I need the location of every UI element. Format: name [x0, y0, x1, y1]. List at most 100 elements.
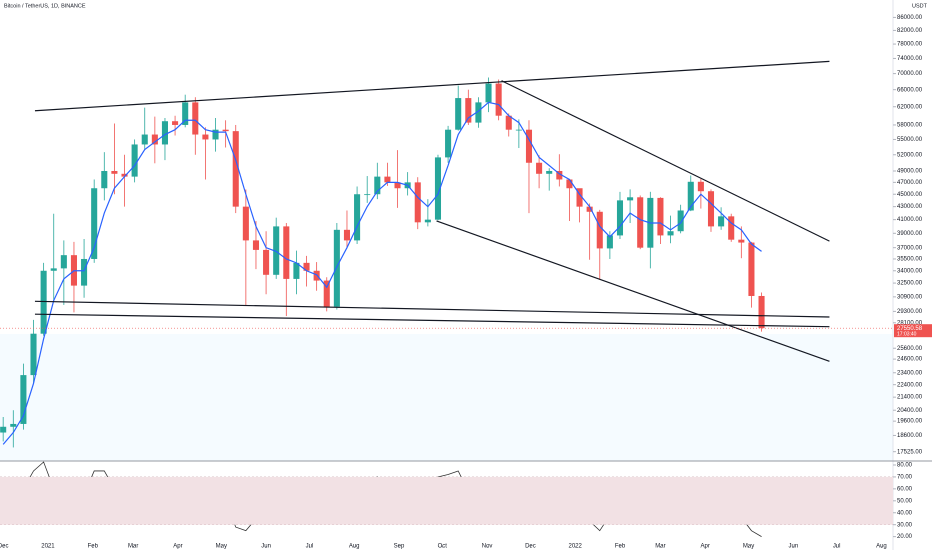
rsi-y-tick-label: 60.00 [897, 486, 913, 492]
candle-body [283, 226, 290, 279]
rsi-y-tick-label: 40.00 [897, 510, 913, 516]
y-tick-label: 41000.00 [897, 217, 923, 223]
y-tick-label: 78000.00 [897, 42, 923, 48]
y-tick-label: 55000.00 [897, 137, 923, 143]
x-tick-label: Nov [482, 544, 493, 550]
candle-body [505, 115, 512, 130]
candle-body [50, 268, 57, 271]
y-tick-label: 58000.00 [897, 123, 923, 129]
candle-body [222, 129, 229, 132]
candle-body [293, 262, 300, 279]
candle-body [637, 197, 644, 248]
y-tick-label: 74000.00 [897, 56, 923, 62]
trendline [436, 220, 830, 362]
candle-body [586, 206, 593, 212]
y-tick-label: 23400.00 [897, 370, 923, 376]
candle-body [667, 231, 674, 236]
candle-body [121, 173, 128, 177]
candle-body [40, 270, 47, 334]
x-tick-label: Feb [615, 544, 626, 550]
candle-body [30, 333, 37, 376]
candle-body [546, 170, 553, 174]
candle-body [263, 249, 270, 275]
x-tick-label: Jul [306, 544, 314, 550]
y-tick-label: 49000.00 [897, 169, 923, 175]
y-tick-label: 62000.00 [897, 104, 923, 110]
y-tick-label: 29300.00 [897, 309, 923, 315]
candle-body [354, 194, 361, 241]
candle-body [60, 255, 67, 269]
candle-body [627, 197, 634, 201]
candle-body [576, 188, 583, 207]
currency: USDT [912, 3, 928, 9]
candle-body [212, 129, 219, 140]
candle-body [10, 423, 17, 427]
candle-body [434, 157, 442, 220]
candle-body [141, 134, 148, 145]
candle-body [192, 102, 199, 135]
x-tick-label: Jun [788, 544, 798, 550]
candle-body [556, 170, 563, 180]
y-tick-label: 24600.00 [897, 357, 923, 363]
candle-body [394, 182, 401, 189]
candle-body [20, 375, 27, 424]
candle-body [525, 129, 533, 163]
price-pane [0, 60, 893, 448]
candle-body [414, 182, 421, 223]
y-tick-label: 47000.00 [897, 180, 923, 186]
candle-body [101, 170, 108, 189]
candle-body [485, 83, 492, 103]
x-tick-label: Apr [173, 544, 182, 550]
candle-body [424, 219, 431, 223]
x-tick-label: Feb [88, 544, 99, 550]
candle-body [465, 98, 472, 123]
countdown: 17:03:40 [897, 332, 917, 338]
y-tick-label: 25600.00 [897, 346, 923, 352]
candle-body [445, 129, 452, 158]
y-tick-label: 30900.00 [897, 294, 923, 300]
candle-body [515, 129, 522, 131]
candle-body [81, 258, 88, 286]
y-tick-label: 45000.00 [897, 192, 923, 198]
candle-body [455, 98, 462, 130]
candle-body [0, 426, 7, 433]
y-tick-label: 20400.00 [897, 408, 923, 414]
candle-body [232, 131, 239, 207]
x-tick-label: Oct [438, 544, 448, 550]
candle-body [728, 216, 735, 240]
x-tick-label: Sep [394, 544, 405, 550]
candle-body [616, 200, 624, 236]
candle-body [566, 179, 573, 189]
candle-body [131, 144, 138, 177]
candle-body [242, 206, 249, 241]
x-tick-label: Mar [655, 544, 665, 550]
rsi-y-tick-label: 50.00 [897, 498, 913, 504]
candle-body [536, 162, 543, 174]
rsi-band [0, 476, 893, 525]
candle-body [384, 176, 391, 183]
x-tick-label: Jun [261, 544, 271, 550]
x-tick-label: Jul [833, 544, 841, 550]
y-tick-label: 82000.00 [897, 28, 923, 34]
y-tick-label: 37000.00 [897, 245, 923, 251]
y-tick-label: 86000.00 [897, 15, 923, 21]
candle-body [343, 229, 351, 241]
candle-body [738, 239, 745, 243]
y-tick-label: 66000.00 [897, 87, 923, 93]
trendline [34, 313, 830, 328]
trendline [501, 80, 830, 242]
candle-body [748, 242, 755, 296]
x-tick-label: Dec [525, 544, 536, 550]
rsi-y-tick-label: 70.00 [897, 475, 913, 481]
candle-body [687, 181, 694, 211]
x-tick-label: Dec [0, 544, 9, 550]
last-price-box [894, 324, 932, 338]
y-tick-label: 39000.00 [897, 231, 923, 237]
y-tick-label: 17525.00 [897, 449, 923, 455]
candle-body [323, 280, 330, 307]
candle-body [202, 134, 209, 140]
trendline [34, 300, 830, 318]
x-tick-label: Mar [128, 544, 138, 550]
candle-body [374, 176, 381, 195]
x-tick-label: Aug [876, 544, 887, 550]
